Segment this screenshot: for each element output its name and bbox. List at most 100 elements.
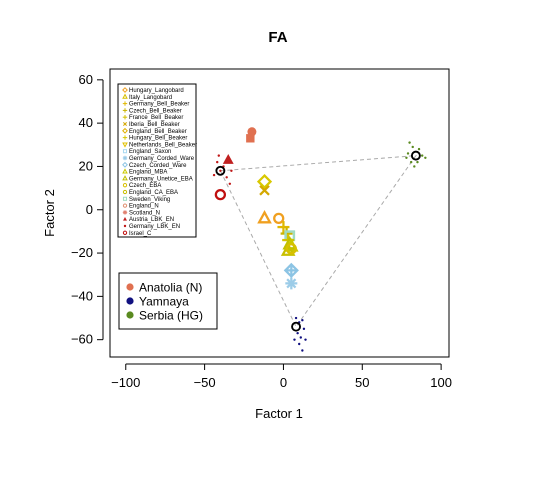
legend-top-label-5: Iberia_Bell_Beaker bbox=[129, 122, 180, 128]
chart-title: FA bbox=[268, 29, 287, 46]
legend-top-label-1: Italy_Langobard bbox=[129, 95, 172, 101]
data-point-40 bbox=[408, 141, 411, 144]
legend-top-label-16: Sweden_Viking bbox=[129, 197, 170, 203]
legend-bottom-box bbox=[118, 272, 218, 330]
data-point-36 bbox=[301, 349, 304, 352]
legend-top-marker-14 bbox=[122, 183, 128, 188]
legend-bottom-item-2: Serbia (HG) bbox=[126, 309, 203, 323]
data-point-1 bbox=[246, 134, 255, 143]
legend-top-label-0: Hungary_Langobard bbox=[129, 88, 184, 94]
legend-top-box bbox=[117, 83, 197, 238]
data-point-11 bbox=[214, 188, 227, 201]
legend-bottom-marker-2 bbox=[126, 311, 134, 319]
reference-triangle bbox=[219, 155, 417, 328]
legend-top-marker-19 bbox=[123, 217, 127, 221]
y-tick-label-4: 20 bbox=[79, 158, 93, 173]
legend-top-label-6: England_Bell_Beaker bbox=[129, 129, 187, 135]
legend-top-label-4: France_Bell_Beaker bbox=[129, 115, 183, 121]
legend-top-label-15: England_CA_EBA bbox=[129, 190, 178, 196]
points-layer bbox=[212, 127, 427, 352]
data-point-27 bbox=[285, 264, 298, 277]
legend-top-marker-8 bbox=[122, 142, 128, 148]
legend-top-item-1: Italy_Langobard bbox=[122, 93, 172, 101]
y-tick-label-0: −60 bbox=[71, 332, 93, 347]
x-tick-label-4: 100 bbox=[430, 375, 452, 390]
legend-top-marker-4 bbox=[122, 115, 128, 120]
data-point-15 bbox=[257, 210, 272, 224]
legend-top-marker-11 bbox=[122, 161, 128, 168]
data-point-25 bbox=[285, 243, 297, 255]
legend-top-item-3: Czech_Bell_Beaker bbox=[122, 108, 182, 114]
data-point-16 bbox=[273, 212, 285, 225]
legend-top-label-21: Israel_C bbox=[129, 231, 152, 237]
y-axis-label: Factor 2 bbox=[42, 189, 57, 237]
legend-top-item-19: Austria_LBK_EN bbox=[123, 217, 174, 223]
data-point-13 bbox=[256, 173, 273, 190]
y-tick-label-3: 0 bbox=[86, 202, 93, 217]
data-point-24 bbox=[280, 242, 296, 256]
data-point-17 bbox=[277, 221, 290, 234]
legend-top-item-6: England_Bell_Beaker bbox=[122, 127, 187, 135]
legend-bottom-label-1: Yamnaya bbox=[139, 295, 189, 309]
data-point-0 bbox=[247, 127, 257, 137]
legend-top-marker-20 bbox=[123, 224, 127, 228]
data-point-42 bbox=[417, 147, 421, 151]
legend-top-marker-9 bbox=[122, 149, 128, 154]
data-point-50 bbox=[410, 150, 421, 161]
data-point-14 bbox=[259, 184, 270, 196]
data-point-4 bbox=[219, 169, 222, 172]
legend-top-label-10: Germany_Corded_Ware bbox=[129, 156, 195, 162]
legend-top-item-0: Hungary_Langobard bbox=[122, 87, 184, 94]
data-point-31 bbox=[301, 318, 304, 322]
legend-top-marker-10 bbox=[122, 155, 128, 161]
data-point-46 bbox=[406, 152, 410, 155]
legend-top-item-10: Germany_Corded_Ware bbox=[122, 155, 195, 162]
legend-top-marker-13 bbox=[122, 175, 128, 181]
legend-top-marker-15 bbox=[122, 189, 128, 195]
y-tick-label-5: 40 bbox=[79, 115, 93, 130]
data-point-10 bbox=[230, 169, 233, 172]
legend-top-item-16: Sweden_Viking bbox=[122, 196, 170, 203]
data-point-5 bbox=[216, 160, 219, 164]
legend-top-label-3: Czech_Bell_Beaker bbox=[129, 108, 182, 114]
legend-top-marker-0 bbox=[122, 87, 128, 93]
legend-top-label-20: Germany_LBK_EN bbox=[129, 224, 180, 230]
data-point-9 bbox=[217, 154, 220, 157]
triangle-layer bbox=[219, 155, 417, 328]
x-axis-label: Factor 1 bbox=[255, 406, 303, 421]
legend-top-label-14: Czech_EBA bbox=[129, 183, 161, 189]
data-point-29 bbox=[294, 316, 298, 320]
data-point-47 bbox=[424, 156, 427, 159]
plot-frame bbox=[109, 68, 450, 358]
legend-top: Hungary_LangobardItaly_LangobardGermany_… bbox=[117, 83, 197, 238]
legend-top-item-14: Czech_EBA bbox=[122, 183, 161, 189]
legend-top-marker-1 bbox=[122, 93, 128, 99]
legend-top-item-17: England_N bbox=[122, 203, 159, 210]
legend-top-item-2: Germany_Bell_Beaker bbox=[122, 101, 189, 108]
legend-top-item-20: Germany_LBK_EN bbox=[123, 224, 180, 230]
legend-top-label-17: England_N bbox=[129, 204, 159, 210]
legend-top-marker-7 bbox=[122, 135, 128, 140]
legend-top-marker-6 bbox=[122, 127, 128, 134]
data-point-45 bbox=[409, 160, 413, 164]
x-tick-label-3: 50 bbox=[355, 375, 369, 390]
legend-top-item-7: Hungary_Bell_Beaker bbox=[122, 135, 187, 142]
legend-top-item-11: Czech_Corded_Ware bbox=[122, 161, 187, 169]
legend-top-marker-12 bbox=[122, 168, 128, 174]
legend-bottom-item-1: Yamnaya bbox=[126, 295, 189, 309]
data-point-49 bbox=[405, 156, 408, 159]
legend-bottom-marker-0 bbox=[126, 283, 134, 291]
legend-bottom-marker-1 bbox=[126, 297, 134, 305]
legend-top-item-5: Iberia_Bell_Beaker bbox=[122, 121, 180, 128]
legend-top-label-13: Germany_Unetice_EBA bbox=[129, 176, 193, 182]
data-point-43 bbox=[420, 154, 424, 157]
legend-top-item-8: Netherlands_Bell_Beaker bbox=[122, 142, 197, 148]
legend-top-marker-3 bbox=[122, 108, 128, 113]
data-point-37 bbox=[293, 338, 296, 341]
legend-top-marker-21 bbox=[122, 230, 128, 235]
legend-bottom-label-0: Anatolia (N) bbox=[139, 281, 202, 295]
x-tick-label-1: −50 bbox=[194, 375, 216, 390]
data-point-39 bbox=[291, 321, 302, 332]
y-tick-label-2: −20 bbox=[71, 245, 93, 260]
